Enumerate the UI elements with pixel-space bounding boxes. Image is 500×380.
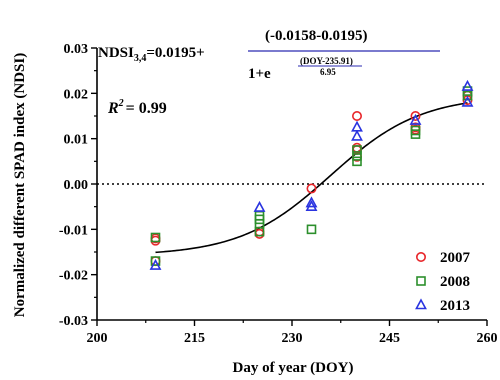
data-point-2013 xyxy=(305,196,318,208)
data-point-2008 xyxy=(150,256,161,266)
y-tick-label: 0.00 xyxy=(64,178,89,193)
r-squared-label: R xyxy=(107,100,119,117)
y-tick-label: -0.03 xyxy=(59,314,88,329)
data-point-2008 xyxy=(462,86,473,96)
equation-lhs-subscript: 3,4 xyxy=(134,53,147,64)
equation-lhs-main: NDSI xyxy=(98,45,134,61)
r-squared: R2 = 0.99 xyxy=(107,98,167,117)
data-point-2008 xyxy=(410,125,421,136)
legend-label-2007: 2007 xyxy=(440,250,471,266)
data-point-2008 xyxy=(150,232,161,243)
equation-numerator: (-0.0158-0.0195) xyxy=(265,28,367,44)
data-point-2013 xyxy=(461,79,474,91)
fit-curve xyxy=(155,102,468,254)
legend-marker-2013 xyxy=(415,298,427,310)
svg-text:NDSI3,4=0.0195+: NDSI3,4=0.0195+ xyxy=(98,45,205,64)
legend-label-2013: 2013 xyxy=(440,298,470,314)
r-squared-sup: 2 xyxy=(118,98,124,109)
data-point-2008 xyxy=(306,224,317,235)
fit-equation: NDSI3,4=0.0195+ (-0.0158-0.0195) 1+e (DO… xyxy=(98,28,440,82)
data-point-2013 xyxy=(351,120,363,132)
equation-exponent-numerator: (DOY-235.91) xyxy=(300,56,353,66)
data-points xyxy=(149,79,474,270)
equation-exponent-denominator: 6.95 xyxy=(320,67,336,77)
data-point-2008 xyxy=(254,226,265,237)
data-point-2013 xyxy=(253,200,266,212)
r-squared-value: = 0.99 xyxy=(126,100,167,117)
data-point-2007 xyxy=(306,183,317,194)
x-tick-label: 215 xyxy=(184,331,205,346)
x-tick-label: 200 xyxy=(87,331,108,346)
data-point-2013 xyxy=(461,95,474,107)
axes: -0.03 -0.02 -0.01 0.00 0.01 0.02 0.03 200 215 230… xyxy=(59,42,498,346)
legend: 2007 2008 2013 xyxy=(415,250,471,314)
legend-marker-2007 xyxy=(415,252,426,263)
x-tick-label: 260 xyxy=(477,331,498,346)
y-tick-label: -0.01 xyxy=(59,223,88,238)
legend-marker-2008 xyxy=(416,276,426,286)
data-point-2008 xyxy=(352,156,362,167)
x-axis-title: Day of year (DOY) xyxy=(233,360,354,376)
x-tick-label: 230 xyxy=(282,331,303,346)
legend-label-2008: 2008 xyxy=(440,274,470,290)
data-point-2008 xyxy=(352,145,362,155)
data-point-2013 xyxy=(305,199,318,211)
data-point-2008 xyxy=(352,151,362,161)
equation-denominator-base: 1+e xyxy=(248,66,271,82)
data-point-2007 xyxy=(351,111,362,122)
data-point-2013 xyxy=(351,129,363,141)
fit-curve-group xyxy=(155,102,468,254)
x-tick-label: 245 xyxy=(379,331,400,346)
data-point-2013 xyxy=(409,113,422,125)
y-tick-label: 0.02 xyxy=(64,87,89,102)
equation-lhs-rest: =0.0195+ xyxy=(146,45,204,61)
data-point-2013 xyxy=(149,258,162,270)
y-tick-label: 0.03 xyxy=(64,42,89,57)
data-point-2007 xyxy=(410,111,421,122)
y-axis-title: Normalized different SPAD index (NDSI) xyxy=(12,53,28,317)
y-tick-label: -0.02 xyxy=(59,269,88,284)
y-tick-label: 0.01 xyxy=(64,133,89,148)
